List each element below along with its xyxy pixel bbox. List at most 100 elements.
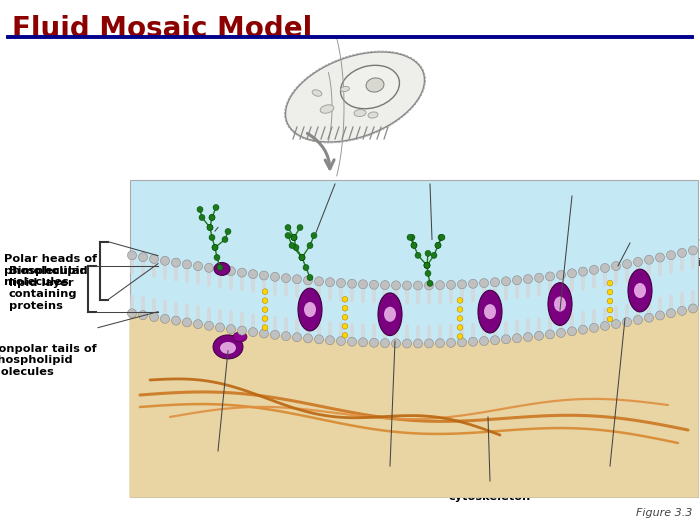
Circle shape <box>414 339 423 348</box>
Circle shape <box>270 330 279 339</box>
Circle shape <box>439 234 445 240</box>
Circle shape <box>612 261 620 270</box>
Circle shape <box>607 298 612 304</box>
Circle shape <box>311 233 317 238</box>
Circle shape <box>370 338 379 347</box>
Circle shape <box>524 275 533 284</box>
Circle shape <box>457 334 463 339</box>
Ellipse shape <box>484 304 496 319</box>
Circle shape <box>342 306 348 311</box>
Circle shape <box>457 298 463 303</box>
Circle shape <box>160 256 169 265</box>
Circle shape <box>447 280 456 289</box>
Ellipse shape <box>378 293 402 335</box>
Text: Filaments of
cytoskeleton: Filaments of cytoskeleton <box>449 480 531 501</box>
Circle shape <box>293 333 302 342</box>
Circle shape <box>207 225 213 230</box>
Circle shape <box>457 324 463 330</box>
Circle shape <box>213 204 219 211</box>
Circle shape <box>457 307 463 312</box>
Circle shape <box>424 262 430 268</box>
Ellipse shape <box>548 282 572 326</box>
Text: Polar heads of
phospholipid
molecules: Polar heads of phospholipid molecules <box>4 254 97 287</box>
Circle shape <box>297 225 303 230</box>
Circle shape <box>556 329 566 338</box>
Circle shape <box>431 253 437 258</box>
Circle shape <box>358 280 368 289</box>
Circle shape <box>281 332 290 341</box>
Text: Glycoprotein: Glycoprotein <box>294 183 376 193</box>
Circle shape <box>291 235 297 240</box>
Circle shape <box>262 325 268 330</box>
Circle shape <box>601 321 610 331</box>
Circle shape <box>304 276 312 285</box>
Ellipse shape <box>354 109 366 117</box>
Circle shape <box>409 234 415 240</box>
Circle shape <box>150 312 158 321</box>
Circle shape <box>457 316 463 321</box>
Circle shape <box>262 307 268 312</box>
Circle shape <box>370 280 379 289</box>
Circle shape <box>501 335 510 344</box>
Circle shape <box>193 261 202 270</box>
Circle shape <box>172 316 181 325</box>
Text: Extracellular fluid
(watery environment): Extracellular fluid (watery environment) <box>148 187 277 215</box>
Circle shape <box>458 338 466 347</box>
Circle shape <box>607 307 612 313</box>
Circle shape <box>601 264 610 272</box>
Circle shape <box>491 278 500 287</box>
Circle shape <box>645 255 654 264</box>
Circle shape <box>204 321 214 330</box>
Circle shape <box>326 278 335 287</box>
Circle shape <box>227 267 235 276</box>
Circle shape <box>424 339 433 348</box>
Circle shape <box>291 235 297 240</box>
Circle shape <box>655 311 664 320</box>
Ellipse shape <box>368 112 378 118</box>
Circle shape <box>342 314 348 320</box>
Circle shape <box>303 265 309 270</box>
Ellipse shape <box>628 269 652 312</box>
Circle shape <box>227 324 235 333</box>
Circle shape <box>491 335 500 345</box>
Circle shape <box>139 253 148 261</box>
Circle shape <box>209 235 215 240</box>
Ellipse shape <box>233 332 247 342</box>
Circle shape <box>381 339 389 348</box>
Circle shape <box>209 215 215 220</box>
Circle shape <box>512 276 522 285</box>
Circle shape <box>307 275 313 280</box>
Circle shape <box>304 334 312 343</box>
Text: Cholesterol: Cholesterol <box>570 195 643 205</box>
Circle shape <box>634 257 643 266</box>
Circle shape <box>411 243 417 248</box>
Ellipse shape <box>312 90 322 96</box>
Text: Peripheral
protein: Peripheral protein <box>184 450 252 471</box>
Circle shape <box>212 245 218 250</box>
Ellipse shape <box>304 302 316 317</box>
Circle shape <box>556 270 566 279</box>
Circle shape <box>435 243 441 248</box>
Circle shape <box>589 265 598 275</box>
Circle shape <box>435 339 444 348</box>
Circle shape <box>578 325 587 334</box>
Circle shape <box>216 265 225 274</box>
Text: Nonpolar tails of
phospholipid
molecules: Nonpolar tails of phospholipid molecules <box>0 344 97 377</box>
Circle shape <box>435 243 441 248</box>
Circle shape <box>248 270 258 279</box>
Circle shape <box>414 281 423 290</box>
Circle shape <box>347 337 356 346</box>
Text: Fluid Mosaic Model: Fluid Mosaic Model <box>12 15 312 43</box>
Circle shape <box>347 279 356 288</box>
Circle shape <box>291 235 297 240</box>
Ellipse shape <box>220 342 236 354</box>
Circle shape <box>183 260 192 269</box>
Ellipse shape <box>634 283 646 298</box>
Circle shape <box>678 307 687 316</box>
Circle shape <box>342 323 348 329</box>
Circle shape <box>209 215 215 220</box>
Circle shape <box>438 234 444 240</box>
Circle shape <box>237 268 246 277</box>
Ellipse shape <box>340 65 400 109</box>
Circle shape <box>270 272 279 281</box>
